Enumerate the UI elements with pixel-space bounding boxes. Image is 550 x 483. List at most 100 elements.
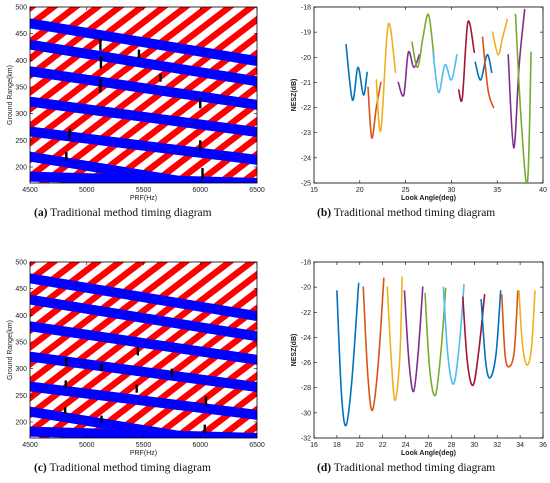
nadir-band bbox=[30, 381, 257, 420]
y-tick-label: -24 bbox=[301, 155, 311, 162]
transmit-stripe bbox=[60, 287, 257, 438]
y-tick-label: 350 bbox=[15, 85, 27, 92]
transmit-stripe bbox=[30, 7, 191, 130]
nesz-series-line bbox=[500, 290, 519, 368]
x-axis-label: Look Angle(deg) bbox=[401, 195, 456, 202]
transmit-stripe bbox=[30, 262, 37, 268]
transmit-stripe bbox=[30, 7, 37, 13]
nesz-series-line bbox=[518, 290, 536, 366]
y-tick-label: 400 bbox=[15, 313, 27, 320]
nesz-series-line bbox=[491, 18, 509, 56]
x-tick-label: 35 bbox=[493, 187, 501, 194]
y-tick-label: 250 bbox=[15, 393, 27, 400]
x-tick-label: 24 bbox=[402, 442, 410, 449]
plot-frame bbox=[313, 261, 544, 439]
y-tick-label: 350 bbox=[15, 340, 27, 347]
transmit-stripe bbox=[30, 7, 59, 29]
x-tick-label: 22 bbox=[379, 442, 387, 449]
nesz-series-line bbox=[403, 286, 424, 393]
nadir-band bbox=[30, 406, 224, 438]
x-tick-label: 6500 bbox=[249, 187, 265, 194]
x-tick-label: 32 bbox=[493, 442, 501, 449]
x-tick-label: 20 bbox=[356, 442, 364, 449]
transmit-stripe bbox=[148, 99, 257, 183]
x-tick-label: 4500 bbox=[22, 187, 38, 194]
nesz-series-line bbox=[386, 276, 403, 402]
x-tick-label: 6500 bbox=[249, 442, 265, 449]
nesz-series-line bbox=[514, 13, 532, 183]
y-axis-label: NESZ(dB) bbox=[291, 334, 298, 367]
transmit-stripe bbox=[126, 337, 257, 438]
caption-d-letter: (d) bbox=[317, 462, 332, 474]
x-tick-label: 5500 bbox=[136, 442, 152, 449]
x-axis-label: PRF(Hz) bbox=[130, 450, 157, 457]
x-tick-label: 30 bbox=[470, 442, 478, 449]
y-axis-label: Ground Range(km) bbox=[7, 320, 14, 380]
nesz-series-line bbox=[424, 287, 447, 397]
y-tick-label: -18 bbox=[301, 5, 311, 12]
transmit-stripe bbox=[0, 0, 1, 223]
transmit-stripe bbox=[30, 262, 103, 318]
nesz-series-line bbox=[507, 8, 526, 149]
transmit-stripe bbox=[30, 262, 59, 284]
panel-a-timing-diagram: 4500 5000 5500 6000 6500 200 250 300 350 400 450 50… bbox=[0, 0, 265, 223]
y-tick-label: 500 bbox=[15, 260, 27, 267]
y-axis-label: NESZ(dB) bbox=[291, 79, 298, 112]
panel-d-nesz-plot: 16 18 20 22 24 26 28 30 32 34 36 -32 -30 -28 -26 -24 -22… bbox=[291, 260, 547, 458]
x-tick-label: 6000 bbox=[192, 442, 208, 449]
transmit-stripe bbox=[0, 222, 1, 478]
y-tick-label: 400 bbox=[15, 58, 27, 65]
x-tick-label: 34 bbox=[516, 442, 524, 449]
y-tick-label: -24 bbox=[301, 335, 311, 342]
x-tick-label: 4500 bbox=[22, 442, 38, 449]
caption-d-text: Traditional method timing diagram bbox=[333, 462, 496, 474]
x-tick-label: 16 bbox=[310, 442, 318, 449]
transmit-stripe bbox=[30, 262, 191, 385]
y-tick-label: 300 bbox=[15, 366, 27, 373]
caption-a: (a) Traditional method timing diagram bbox=[34, 207, 212, 219]
x-tick-label: 40 bbox=[539, 187, 547, 194]
nadir-band bbox=[30, 126, 257, 165]
x-tick-label: 30 bbox=[448, 187, 456, 194]
transmit-stripe bbox=[30, 7, 103, 63]
nesz-series-line bbox=[442, 283, 465, 385]
y-tick-label: 200 bbox=[15, 420, 27, 427]
x-tick-label: 20 bbox=[356, 187, 364, 194]
plot-area bbox=[0, 0, 257, 223]
y-tick-label: -28 bbox=[301, 385, 311, 392]
x-tick-label: 5500 bbox=[136, 187, 152, 194]
y-tick-label: -20 bbox=[301, 285, 311, 292]
nadir-band bbox=[30, 273, 257, 322]
panel-c-timing-diagram: 4500 5000 5500 6000 6500 200 250 300 350 400 450 50… bbox=[0, 222, 265, 478]
nesz-series-line bbox=[345, 43, 368, 101]
nesz-series-line bbox=[462, 293, 486, 387]
nadir-band bbox=[30, 151, 224, 183]
nesz-series-line bbox=[480, 290, 502, 379]
nesz-series-line bbox=[457, 20, 476, 103]
plot-frame bbox=[29, 6, 258, 184]
caption-a-letter: (a) bbox=[34, 207, 48, 219]
nesz-series-line bbox=[481, 36, 495, 109]
nesz-series-line bbox=[336, 282, 360, 427]
caption-b: (b) Traditional method timing diagram bbox=[317, 207, 495, 219]
x-tick-label: 28 bbox=[448, 442, 456, 449]
y-tick-label: -21 bbox=[301, 80, 311, 87]
x-tick-label: 18 bbox=[333, 442, 341, 449]
nadir-band bbox=[30, 321, 257, 365]
x-tick-label: 5000 bbox=[79, 187, 95, 194]
caption-c: (c) Traditional method timing diagram bbox=[34, 462, 211, 474]
y-tick-label: -19 bbox=[301, 30, 311, 37]
transmit-stripe bbox=[170, 371, 257, 438]
y-tick-label: 250 bbox=[15, 138, 27, 145]
nesz-series-line bbox=[375, 22, 397, 132]
caption-a-text: Traditional method timing diagram bbox=[50, 207, 212, 219]
series-group bbox=[336, 276, 536, 427]
nadir-band bbox=[30, 351, 257, 393]
y-tick-label: 450 bbox=[15, 286, 27, 293]
caption-c-text: Traditional method timing diagram bbox=[49, 462, 211, 474]
x-tick-label: 5000 bbox=[79, 442, 95, 449]
transmit-stripe bbox=[30, 7, 125, 80]
y-tick-label: -26 bbox=[301, 360, 311, 367]
nesz-series-line bbox=[474, 53, 493, 81]
